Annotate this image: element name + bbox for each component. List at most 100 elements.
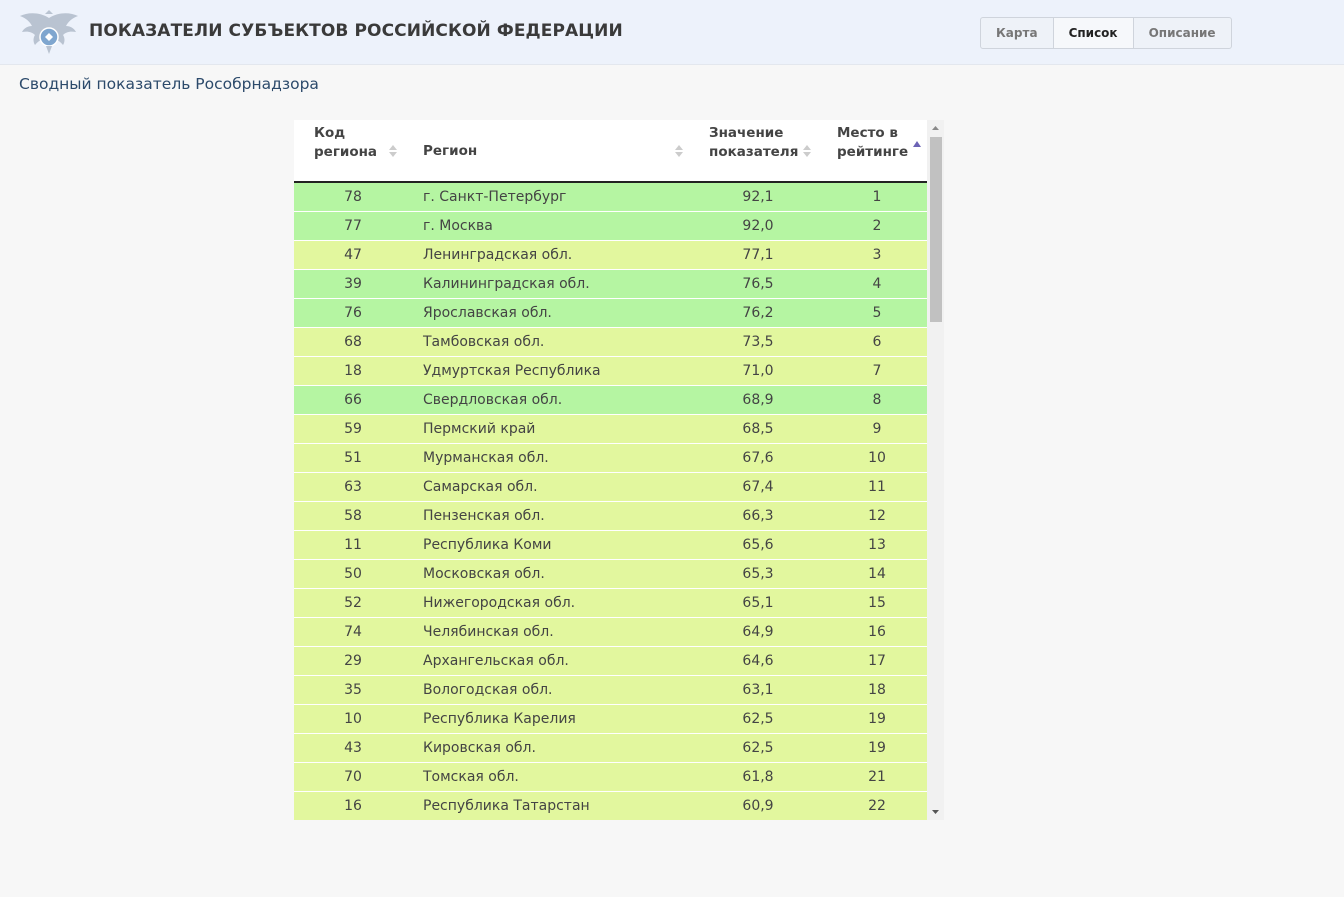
table-row[interactable]: 58 Пензенская обл. 66,3 12 — [294, 502, 927, 531]
cell-rank: 16 — [868, 624, 886, 640]
cell-value: 77,1 — [742, 247, 774, 263]
table-row[interactable]: 51 Мурманская обл. 67,6 10 — [294, 444, 927, 473]
table-body: 78 г. Санкт-Петербург 92,1 1 77 г. Москва 92,0… — [294, 183, 927, 820]
sort-both-icon[interactable] — [802, 143, 812, 159]
cell-value: 92,1 — [742, 189, 774, 205]
tab-list[interactable]: Список — [1053, 18, 1134, 48]
table-row[interactable]: 39 Калининградская обл. 76,5 4 — [294, 270, 927, 299]
table-scrollbar[interactable] — [927, 120, 944, 820]
column-header-region[interactable]: Регион — [423, 143, 478, 159]
table-row[interactable]: 77 г. Москва 92,0 2 — [294, 212, 927, 241]
cell-rank: 3 — [872, 247, 882, 263]
scroll-up-arrow-icon[interactable] — [927, 120, 944, 136]
scroll-down-arrow-icon[interactable] — [927, 804, 944, 820]
tab-description[interactable]: Описание — [1148, 26, 1216, 40]
cell-value: 71,0 — [742, 363, 774, 379]
cell-rank: 22 — [868, 798, 886, 814]
cell-code: 66 — [344, 392, 362, 408]
table-row[interactable]: 68 Тамбовская обл. 73,5 6 — [294, 328, 927, 357]
cell-rank: 2 — [872, 218, 882, 234]
cell-rank: 19 — [868, 711, 886, 727]
table-row[interactable]: 66 Свердловская обл. 68,9 8 — [294, 386, 927, 415]
table-row[interactable]: 11 Республика Коми 65,6 13 — [294, 531, 927, 560]
cell-code: 43 — [344, 740, 362, 756]
cell-code: 39 — [344, 276, 362, 292]
cell-value: 62,5 — [742, 740, 774, 756]
cell-rank: 5 — [872, 305, 882, 321]
table-row[interactable]: 50 Московская обл. 65,3 14 — [294, 560, 927, 589]
app-header: ПОКАЗАТЕЛИ СУБЪЕКТОВ РОССИЙСКОЙ ФЕДЕРАЦИ… — [0, 0, 1344, 65]
cell-code: 35 — [344, 682, 362, 698]
table-row[interactable]: 63 Самарская обл. 67,4 11 — [294, 473, 927, 502]
cell-code: 78 — [344, 189, 362, 205]
cell-value: 68,9 — [742, 392, 774, 408]
cell-value: 66,3 — [742, 508, 774, 524]
table-row[interactable]: 16 Республика Татарстан 60,9 22 — [294, 792, 927, 820]
cell-value: 61,8 — [742, 769, 774, 785]
table-row[interactable]: 78 г. Санкт-Петербург 92,1 1 — [294, 183, 927, 212]
scrollbar-thumb[interactable] — [930, 137, 942, 322]
table-row[interactable]: 18 Удмуртская Республика 71,0 7 — [294, 357, 927, 386]
table-row[interactable]: 10 Республика Карелия 62,5 19 — [294, 705, 927, 734]
table-row[interactable]: 70 Томская обл. 61,8 21 — [294, 763, 927, 792]
cell-region: Мурманская обл. — [423, 450, 549, 466]
cell-code: 68 — [344, 334, 362, 350]
cell-rank: 9 — [872, 421, 882, 437]
column-header-rank[interactable]: Место в рейтинге — [837, 125, 909, 160]
cell-region: Вологодская обл. — [423, 682, 553, 698]
cell-value: 67,6 — [742, 450, 774, 466]
table-row[interactable]: 35 Вологодская обл. 63,1 18 — [294, 676, 927, 705]
cell-rank: 21 — [868, 769, 886, 785]
cell-rank: 15 — [868, 595, 886, 611]
cell-region: Ленинградская обл. — [423, 247, 573, 263]
cell-value: 76,5 — [742, 276, 774, 292]
ranking-table: Код региона Регион Значение показателя М… — [294, 120, 944, 820]
table-row[interactable]: 74 Челябинская обл. 64,9 16 — [294, 618, 927, 647]
eagle-emblem-icon — [20, 10, 78, 54]
cell-code: 58 — [344, 508, 362, 524]
cell-rank: 6 — [872, 334, 882, 350]
table-row[interactable]: 59 Пермский край 68,5 9 — [294, 415, 927, 444]
cell-code: 70 — [344, 769, 362, 785]
cell-region: Республика Коми — [423, 537, 552, 553]
view-switcher: Карта Список Описание — [980, 17, 1232, 49]
cell-rank: 19 — [868, 740, 886, 756]
cell-code: 59 — [344, 421, 362, 437]
cell-code: 18 — [344, 363, 362, 379]
cell-value: 65,6 — [742, 537, 774, 553]
cell-rank: 13 — [868, 537, 886, 553]
table-row[interactable]: 29 Архангельская обл. 64,6 17 — [294, 647, 927, 676]
column-header-value[interactable]: Значение показателя — [709, 125, 799, 160]
cell-region: Нижегородская обл. — [423, 595, 576, 611]
cell-region: Калининградская обл. — [423, 276, 590, 292]
table-row[interactable]: 47 Ленинградская обл. 77,1 3 — [294, 241, 927, 270]
cell-region: Удмуртская Республика — [423, 363, 601, 379]
cell-value: 62,5 — [742, 711, 774, 727]
cell-region: Республика Карелия — [423, 711, 576, 727]
cell-rank: 4 — [872, 276, 882, 292]
cell-region: Московская обл. — [423, 566, 545, 582]
cell-rank: 11 — [868, 479, 886, 495]
cell-region: Ярославская обл. — [423, 305, 552, 321]
table-row[interactable]: 76 Ярославская обл. 76,2 5 — [294, 299, 927, 328]
cell-region: Томская обл. — [423, 769, 519, 785]
cell-code: 63 — [344, 479, 362, 495]
tab-map[interactable]: Карта — [981, 18, 1054, 48]
sort-both-icon[interactable] — [388, 143, 398, 159]
cell-rank: 14 — [868, 566, 886, 582]
cell-value: 65,3 — [742, 566, 774, 582]
cell-value: 64,9 — [742, 624, 774, 640]
column-header-code[interactable]: Код региона — [314, 125, 378, 160]
cell-value: 73,5 — [742, 334, 774, 350]
sort-asc-icon[interactable] — [912, 139, 922, 155]
cell-code: 52 — [344, 595, 362, 611]
cell-code: 76 — [344, 305, 362, 321]
cell-region: Свердловская обл. — [423, 392, 563, 408]
cell-rank: 17 — [868, 653, 886, 669]
sort-both-icon[interactable] — [674, 143, 684, 159]
cell-code: 11 — [344, 537, 362, 553]
table-row[interactable]: 43 Кировская обл. 62,5 19 — [294, 734, 927, 763]
cell-region: г. Москва — [423, 218, 493, 234]
table-row[interactable]: 52 Нижегородская обл. 65,1 15 — [294, 589, 927, 618]
cell-rank: 7 — [872, 363, 882, 379]
